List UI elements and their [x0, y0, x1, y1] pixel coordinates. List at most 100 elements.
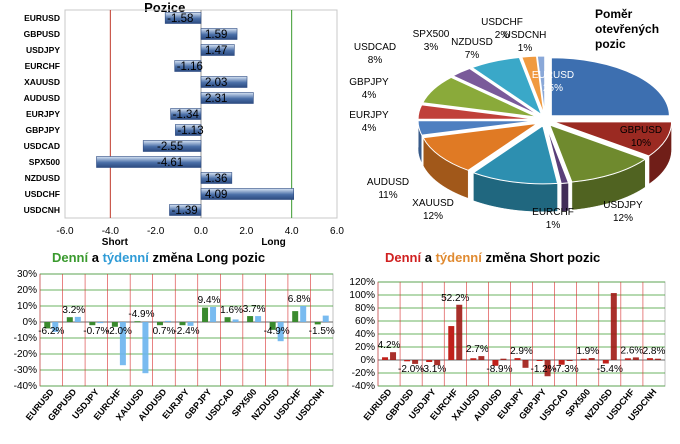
long-change-title: Denní a týdenní změna Long pozic [52, 250, 265, 265]
data-label: 6.8% [288, 294, 311, 305]
pie-slice-label: USDCAD [354, 42, 396, 53]
category-label: XAUUSD [24, 77, 60, 87]
long-title-and: a [88, 250, 102, 265]
long-title-weekly: týdenní [103, 250, 149, 265]
value-label: -4.61 [157, 157, 183, 169]
category-label: AUDUSD [24, 93, 60, 103]
weekly-change-bar [142, 322, 148, 373]
data-label: -5.4% [597, 364, 623, 375]
y-tick-label: 0% [23, 317, 38, 328]
weekly-change-bar [567, 360, 573, 361]
x-tick-label: 4.0 [285, 226, 299, 237]
short-change-svg: 120%100%80%60%40%20%0%-20%-40%4.2%EURUSD… [340, 268, 680, 439]
weekly-change-bar [456, 305, 462, 360]
weekly-change-bar [523, 360, 529, 368]
y-tick-label: -20% [14, 349, 37, 360]
daily-change-bar [180, 322, 186, 325]
value-label: -1.39 [171, 205, 197, 217]
data-label: -2.4% [173, 326, 199, 337]
data-label: 2.7% [466, 344, 489, 355]
pie-slice [551, 58, 669, 116]
long-title-rest: změna Long pozic [149, 250, 265, 265]
pie-slice-label: EURCHF [532, 207, 574, 218]
daily-change-bar [426, 360, 432, 362]
data-label: 1.9% [576, 346, 599, 357]
category-label: SPX500 [29, 157, 60, 167]
daily-change-bar [247, 316, 253, 322]
data-label: -4.9% [264, 326, 290, 337]
long-change-svg: 30%20%10%0%-10%-20%-30%-40%-6.2%EURUSD3.… [0, 268, 340, 439]
ratio-pie-svg: PoměrotevřenýchpozicEURUSD25%GBPUSD10%US… [345, 0, 680, 250]
daily-change-bar [404, 360, 410, 361]
value-label: -1.16 [177, 61, 203, 73]
pie-slice-label: USDJPY [603, 200, 643, 211]
short-change-title: Denní a týdenní změna Short pozic [385, 250, 600, 265]
daily-change-bar [647, 358, 653, 360]
value-label: -2.55 [157, 141, 183, 153]
pie-slice-label: EURUSD [532, 70, 574, 81]
data-label: 52.2% [441, 293, 469, 304]
pie-slice-label: XAUUSD [412, 198, 454, 209]
daily-change-bar [603, 360, 609, 364]
value-label: -1.58 [167, 13, 193, 25]
data-label: 2.9% [510, 346, 533, 357]
y-tick-label: 80% [355, 303, 375, 314]
daily-change-bar [157, 322, 163, 325]
pie-slice-label: USDCNH [504, 30, 547, 41]
category-label: NZDUSD [25, 173, 60, 183]
daily-change-bar [315, 322, 321, 324]
data-label: 2.6% [620, 345, 643, 356]
pie-slice-label: SPX500 [413, 29, 450, 40]
short-annotation: Short [102, 237, 129, 248]
y-tick-label: 10% [17, 301, 37, 312]
value-label: 1.47 [205, 45, 227, 57]
pie-slice-label: USDCHF [481, 17, 523, 28]
daily-change-bar [67, 317, 73, 322]
weekly-change-bar [97, 322, 103, 323]
pie-slice-value: 12% [613, 213, 633, 224]
y-tick-label: 40% [355, 329, 375, 340]
pie-slice-value: 8% [368, 55, 383, 66]
category-label: EURUSD [24, 13, 60, 23]
x-tick-label: -2.0 [147, 226, 165, 237]
weekly-change-bar [210, 307, 216, 322]
y-tick-label: 20% [355, 342, 375, 353]
y-tick-label: 60% [355, 316, 375, 327]
y-tick-label: 0% [361, 355, 376, 366]
daily-change-bar [515, 358, 521, 360]
weekly-change-bar [500, 359, 506, 360]
daily-change-bar [537, 360, 543, 361]
pie-slice-value: 1% [546, 220, 561, 231]
daily-change-bar [448, 326, 454, 360]
daily-change-bar [625, 358, 631, 360]
pie-slice-value: 25% [543, 83, 563, 94]
data-label: 1.6% [220, 305, 243, 316]
category-label: USDCAD [24, 141, 60, 151]
weekly-change-bar [633, 357, 639, 360]
value-label: 2.31 [205, 93, 227, 105]
pie-slice-label: GBPJPY [349, 77, 389, 88]
short-change-chart: 120%100%80%60%40%20%0%-20%-40%4.2%EURUSD… [340, 268, 680, 439]
data-label: -7.3% [553, 364, 579, 375]
data-label: 2.8% [643, 346, 666, 357]
category-label: USDCHF [25, 189, 60, 199]
y-tick-label: 100% [349, 290, 375, 301]
short-title-weekly: týdenní [436, 250, 482, 265]
data-label: -4.9% [128, 309, 154, 320]
pie-title-line: Poměr [595, 7, 633, 21]
pie-slice-value: 3% [424, 42, 439, 53]
x-tick-label: 6.0 [330, 226, 344, 237]
short-title-daily: Denní [385, 250, 421, 265]
x-tick-label: 0.0 [194, 226, 208, 237]
value-label: 2.03 [205, 77, 227, 89]
weekly-change-bar [255, 316, 261, 322]
value-label: -1.34 [173, 109, 200, 121]
data-label: -6.2% [38, 326, 64, 337]
weekly-change-bar [390, 352, 396, 360]
pie-title-line: pozic [595, 37, 626, 51]
category-label: USDCNH [24, 205, 60, 215]
category-label: GBPJPY [26, 125, 61, 135]
daily-change-bar [470, 358, 476, 360]
